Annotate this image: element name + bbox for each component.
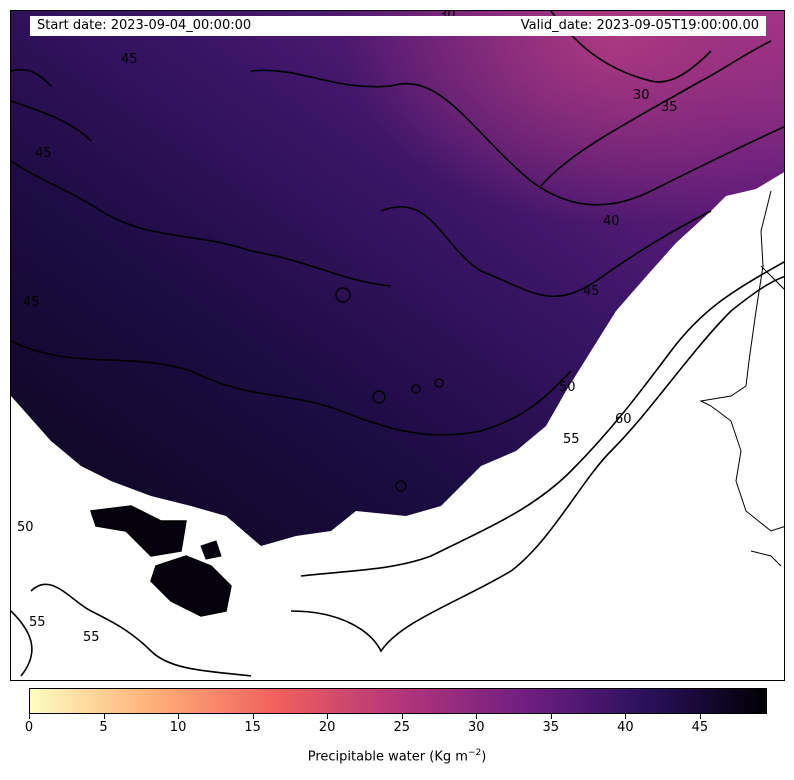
contour-label: 45 bbox=[35, 146, 52, 161]
contour-label-group: 30 30 35 40 45 45 45 45 50 55 60 50 55 5… bbox=[17, 11, 678, 645]
contour-label: 45 bbox=[23, 295, 40, 310]
contour-label: 50 bbox=[559, 380, 576, 395]
contour-lines bbox=[11, 11, 784, 436]
pw-island-1 bbox=[89, 505, 187, 557]
colorbar-tick-label: 35 bbox=[542, 720, 560, 735]
pw-island-2 bbox=[150, 555, 232, 617]
colorbar-tick bbox=[476, 714, 478, 719]
colorbar-tick-label: 25 bbox=[393, 720, 410, 735]
colorbar-tick bbox=[29, 714, 30, 719]
colorbar-tick-label: 40 bbox=[617, 720, 634, 735]
contour-label: 50 bbox=[17, 520, 34, 535]
contour-label: 40 bbox=[603, 214, 620, 229]
precipitable-water-map: 30 30 35 40 45 45 45 45 50 55 60 50 55 5… bbox=[11, 11, 784, 677]
colorbar-label: Precipitable water (Kg m−2) bbox=[307, 748, 487, 765]
colorbar-tick-label: 5 bbox=[99, 720, 108, 735]
colorbar-tick-label: 10 bbox=[169, 720, 187, 735]
contour-label: 55 bbox=[83, 630, 100, 645]
contour-label: 60 bbox=[615, 412, 632, 427]
colorbar-tick bbox=[625, 714, 627, 719]
contour-label: 55 bbox=[29, 615, 46, 630]
contour-label: 45 bbox=[583, 284, 600, 299]
colorbar-tick bbox=[327, 714, 329, 719]
colorbar-tick-label: 15 bbox=[244, 720, 261, 735]
valid-date-label: Valid_date: 2023-09-05T19:00:00.00 bbox=[520, 18, 759, 33]
contour-label: 55 bbox=[563, 432, 580, 447]
coastline bbox=[699, 190, 784, 567]
colorbar-tick bbox=[550, 714, 552, 719]
map-panel: 30 30 35 40 45 45 45 45 50 55 60 50 55 5… bbox=[10, 10, 785, 681]
contour-lines-south bbox=[11, 261, 784, 677]
contour-label: 35 bbox=[661, 100, 678, 115]
colorbar bbox=[29, 688, 767, 714]
colorbar-tick-label: 30 bbox=[467, 720, 485, 735]
contour-label: 45 bbox=[121, 52, 138, 67]
colorbar-tick-label: 45 bbox=[691, 720, 709, 735]
colorbar-tick bbox=[103, 714, 105, 719]
colorbar-tick bbox=[252, 714, 254, 719]
colorbar-tick-label: 0 bbox=[24, 720, 34, 735]
colorbar-tick bbox=[178, 714, 180, 719]
date-header: Start date: 2023-09-04_00:00:00 Valid_da… bbox=[30, 16, 766, 36]
colorbar-tick bbox=[401, 714, 403, 719]
colorbar-tick-label: 20 bbox=[318, 720, 336, 735]
colorbar-tick bbox=[699, 714, 701, 719]
start-date-label: Start date: 2023-09-04_00:00:00 bbox=[37, 18, 252, 33]
contour-label: 30 bbox=[633, 88, 650, 103]
